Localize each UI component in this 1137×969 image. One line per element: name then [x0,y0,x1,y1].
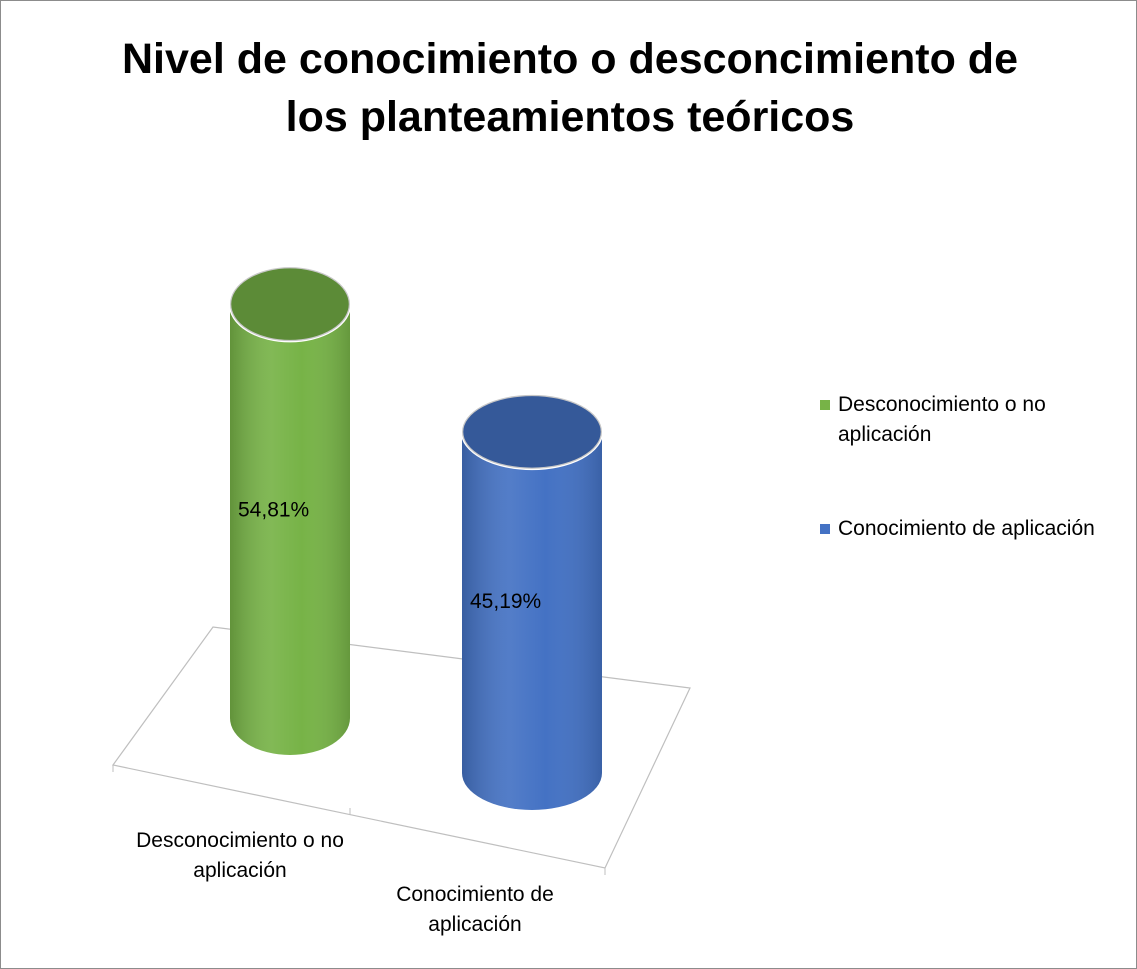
cylinder-top-shade [462,394,602,469]
chart-title: Nivel de conocimiento o desconcimiento d… [121,35,1018,141]
data-label: 54,81% [238,499,309,522]
cylinder-top [460,393,604,471]
legend-label: Desconocimiento o no aplicación [838,393,1046,446]
legend-swatch [820,524,830,534]
cylinder-top-shade [230,267,350,342]
legend-swatch [820,400,830,410]
x-tick-label: Desconocimiento o no aplicación [136,829,344,882]
x-tick-label: Conocimiento de aplicación [396,883,554,936]
cylinder-top [228,265,352,343]
data-label: 45,19% [470,590,541,613]
floor [111,626,691,869]
cylinder-shade [462,431,602,810]
cylinder-shade [230,304,350,755]
legend-label: Conocimiento de aplicación [838,517,1095,540]
